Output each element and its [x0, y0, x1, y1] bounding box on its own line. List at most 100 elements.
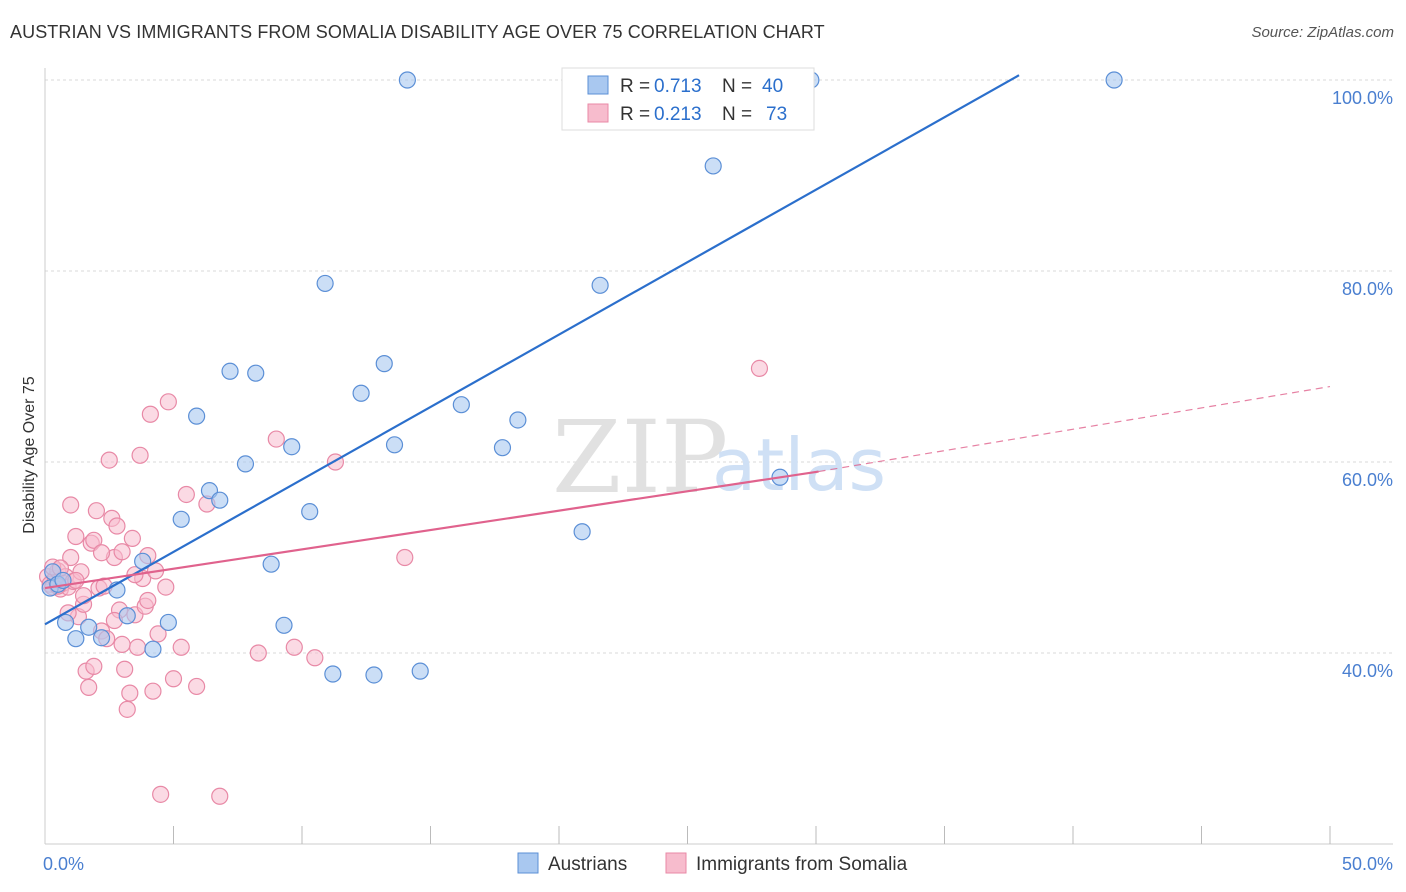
- austrian-point: [375, 355, 393, 373]
- somalia-point: [85, 657, 103, 675]
- somalia-point: [123, 529, 141, 548]
- legend-r-value-austrians: 0.713: [654, 76, 702, 97]
- austrian-point: [301, 503, 319, 521]
- somalia-point: [100, 451, 118, 469]
- legend-swatch-somalia: [587, 103, 609, 123]
- austrian-point: [144, 640, 162, 658]
- austrian-point: [316, 274, 334, 293]
- austrian-point: [452, 396, 470, 414]
- y-tick-label: 80.0%: [1342, 279, 1393, 299]
- somalia-point: [113, 543, 131, 561]
- somalia-point: [267, 430, 285, 448]
- austrian-point: [411, 662, 429, 680]
- somalia-point: [62, 548, 80, 567]
- austrian-points: [41, 71, 1123, 684]
- austrian-point: [283, 438, 301, 456]
- austrian-point: [591, 276, 609, 294]
- austrian-point: [67, 630, 85, 648]
- somalia-point: [131, 446, 149, 464]
- legend-r-label-austrians: R =: [620, 76, 650, 97]
- austrian-point: [493, 439, 512, 457]
- somalia-point: [87, 502, 106, 520]
- austrian-point: [80, 618, 98, 636]
- legend-n-value-somalia: 73: [766, 104, 787, 125]
- tick-labels: 100.0% 80.0% 60.0% 40.0% 0.0% 50.0%: [43, 88, 1393, 874]
- trend-layer: [44, 74, 1331, 626]
- somalia-point: [164, 670, 183, 688]
- somalia-point: [74, 587, 93, 605]
- somalia-point: [108, 517, 126, 535]
- somalia-point: [750, 359, 769, 378]
- somalia-point: [159, 393, 177, 411]
- somalia-point: [177, 485, 195, 504]
- austrian-point: [247, 364, 265, 382]
- bottom-legend-swatch-somalia: [665, 852, 687, 874]
- bottom-legend-label-somalia: Immigrants from Somalia: [696, 854, 908, 875]
- austrian-point: [159, 613, 177, 632]
- somalia-point: [62, 496, 80, 514]
- austrian-point: [398, 71, 416, 89]
- somalia-trend-extension: [818, 385, 1331, 473]
- somalia-point: [157, 578, 175, 596]
- somalia-point: [67, 527, 85, 546]
- austrian-point: [262, 555, 280, 573]
- somalia-point: [139, 591, 157, 610]
- austrians-trend-line: [44, 74, 1020, 626]
- bottom-legend: Austrians Immigrants from Somalia: [517, 852, 908, 875]
- bottom-legend-label-austrians: Austrians: [548, 854, 627, 875]
- austrian-point: [172, 510, 190, 528]
- austrian-point: [704, 157, 722, 175]
- somalia-point: [128, 638, 147, 656]
- somalia-point: [152, 785, 170, 803]
- somalia-point: [116, 660, 134, 678]
- somalia-point: [149, 625, 167, 643]
- somalia-point: [172, 638, 190, 656]
- axes-layer: [44, 68, 1393, 845]
- austrian-point: [118, 607, 136, 625]
- somalia-point: [92, 544, 111, 562]
- watermark-zip: ZIP: [552, 399, 728, 516]
- y-tick-label: 100.0%: [1332, 88, 1393, 108]
- somalia-point: [118, 700, 136, 718]
- austrian-point: [324, 665, 342, 683]
- austrian-point: [92, 629, 111, 647]
- somalia-point: [396, 548, 414, 567]
- somalia-point: [141, 405, 159, 423]
- austrian-point: [1105, 71, 1123, 89]
- austrian-point: [221, 362, 239, 380]
- chart-source: Source: ZipAtlas.com: [1251, 24, 1394, 41]
- austrian-point: [385, 436, 404, 454]
- somalia-point: [113, 635, 131, 654]
- somalia-point: [144, 682, 162, 700]
- austrian-point: [275, 616, 293, 634]
- austrian-point: [211, 491, 229, 509]
- austrian-point: [188, 407, 206, 425]
- austrian-point: [509, 411, 527, 429]
- chart-title: AUSTRIAN VS IMMIGRANTS FROM SOMALIA DISA…: [10, 22, 825, 42]
- legend-n-label-somalia: N =: [722, 104, 752, 125]
- x-tick-label: 0.0%: [43, 854, 84, 874]
- bottom-legend-swatch-austrians: [517, 852, 539, 874]
- somalia-point: [188, 677, 206, 696]
- austrian-point: [236, 455, 255, 473]
- somalia-trend-line: [44, 470, 819, 590]
- somalia-point: [80, 678, 98, 696]
- austrian-point: [56, 613, 75, 632]
- somalia-point: [211, 787, 229, 805]
- austrian-point: [352, 384, 370, 402]
- somalia-point: [121, 684, 139, 702]
- austrian-point: [365, 666, 383, 684]
- watermark: ZIP atlas: [552, 399, 886, 516]
- legend-r-label-somalia: R =: [620, 104, 650, 125]
- y-axis-label: Disability Age Over 75: [21, 376, 38, 534]
- legend-r-value-somalia: 0.213: [654, 104, 702, 125]
- somalia-point: [85, 531, 103, 549]
- y-tick-label: 40.0%: [1342, 661, 1393, 681]
- somalia-point: [285, 638, 303, 656]
- somalia-point: [249, 644, 267, 662]
- somalia-point: [306, 649, 324, 667]
- top-legend: R = 0.713 N = 40 R = 0.213 N = 73: [561, 67, 815, 131]
- x-tick-label: 50.0%: [1342, 854, 1393, 874]
- legend-n-label-austrians: N =: [722, 76, 752, 97]
